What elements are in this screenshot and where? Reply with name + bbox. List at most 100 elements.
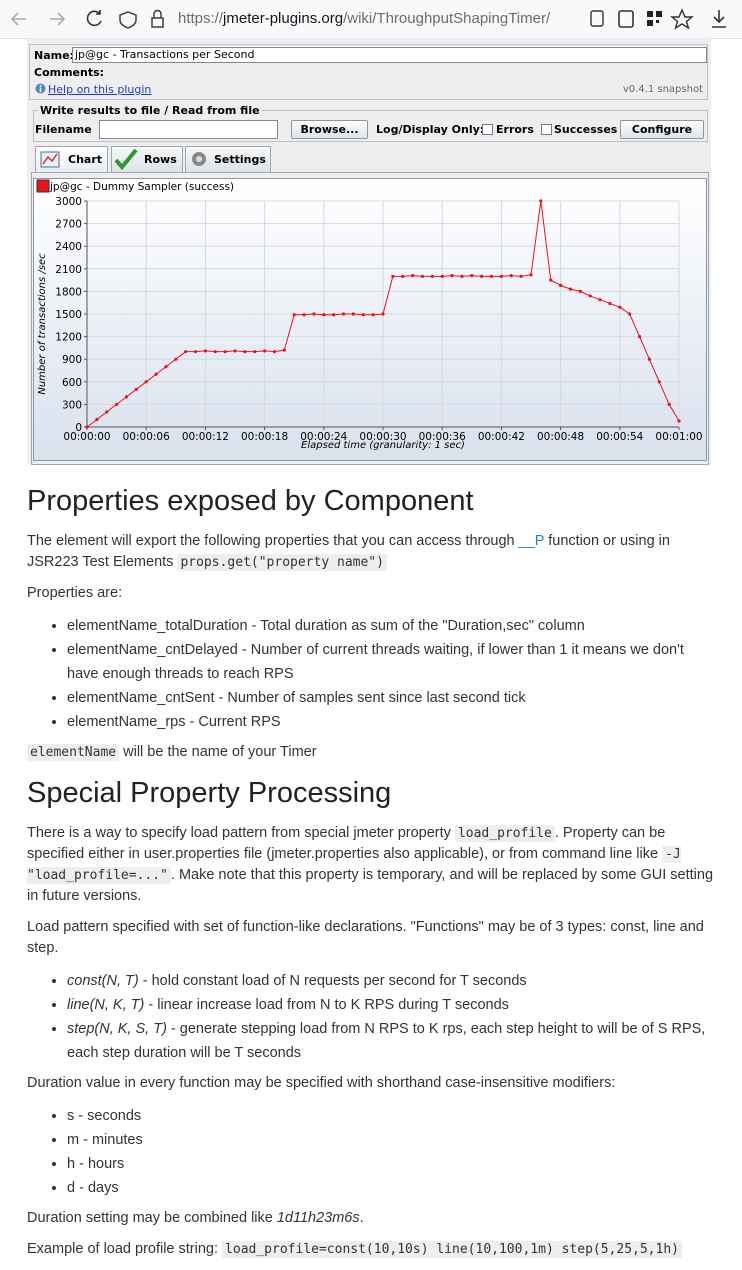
errors-checkbox[interactable] (482, 124, 493, 135)
point (144, 380, 148, 384)
filename-input[interactable] (99, 120, 278, 139)
point (193, 350, 198, 354)
list-item: m - minutes (67, 1128, 717, 1152)
section-heading: Special Property Processing (27, 777, 392, 809)
point (233, 349, 237, 353)
url-bar[interactable]: https://jmeter-plugins.org/wiki/Throughp… (178, 10, 550, 27)
text: . Property can be specified either in us… (27, 825, 666, 862)
bookmark-star[interactable] (670, 8, 694, 30)
errors-label: Errors (496, 123, 534, 136)
point (657, 380, 661, 384)
shield-icon[interactable] (119, 11, 137, 29)
text: . (359, 1210, 364, 1226)
text: s - seconds (67, 1108, 142, 1124)
name-input[interactable]: jp@gc - Transactions per Second (72, 47, 707, 63)
browse-button[interactable]: Browse... (291, 120, 368, 139)
point (134, 387, 138, 391)
toolbar-icons (10, 8, 726, 30)
point (282, 348, 286, 352)
qr-icon[interactable] (647, 11, 662, 26)
list-item: elementName_cntSent - Number of samples … (67, 686, 717, 710)
tab[interactable]: Rows (111, 146, 183, 172)
text: will be the name of your Timer (119, 744, 317, 760)
point (401, 274, 405, 278)
point (263, 349, 267, 353)
paragraph: Duration setting may be combined like 1d… (27, 1208, 717, 1229)
successes-checkbox[interactable] (541, 124, 552, 135)
paragraph: Example of load profile string: load_pro… (27, 1239, 717, 1260)
browser-toolbar: https://jmeter-plugins.org/wiki/Throughp… (0, 0, 742, 39)
lock-shackle (153, 9, 162, 18)
point (568, 287, 573, 291)
legend-label: jp@gc - Dummy Sampler (success) (49, 181, 234, 193)
bullet-list: s - seconds m - minutes h - hours d - days (27, 1104, 717, 1200)
y-tick-label: 1500 (55, 309, 82, 321)
article: Properties exposed by Component The eleme… (27, 481, 717, 1270)
chart-frame (33, 178, 707, 461)
filename-label: Filename (35, 123, 92, 136)
log-display-label: Log/Display Only: (376, 123, 485, 136)
point (529, 273, 533, 277)
tab[interactable]: Settings (185, 146, 271, 172)
file-group-title: Write results to file / Read from file (38, 104, 262, 117)
list-item: step(N, K, S, T) - generate stepping loa… (67, 1017, 717, 1065)
point (559, 283, 563, 287)
y-tick-label: 1800 (55, 286, 82, 298)
reload-button[interactable] (86, 10, 102, 27)
back-button[interactable] (10, 12, 26, 26)
forward-button[interactable] (50, 12, 66, 26)
link[interactable]: __P (518, 533, 545, 549)
point (115, 402, 119, 406)
point (430, 274, 434, 278)
text: - hold constant load of N requests per s… (138, 973, 527, 989)
point (480, 274, 484, 278)
point (450, 273, 454, 278)
configure-button[interactable]: Configure (620, 120, 704, 139)
point (332, 313, 336, 317)
tab-icons (40, 148, 206, 170)
point (499, 274, 503, 278)
reader-icon[interactable] (590, 10, 604, 27)
point (322, 313, 326, 317)
text: Example of load profile string: (27, 1241, 223, 1257)
legend-swatch (36, 179, 50, 193)
point (341, 312, 346, 316)
lock-icon[interactable] (151, 17, 164, 28)
x-tick-label: 00:00:42 (478, 431, 525, 443)
text: function or using in JSR223 Test Element… (27, 533, 670, 570)
info-icon (35, 83, 46, 94)
paragraph: Properties are: (27, 583, 717, 604)
paragraph: The element will export the following pr… (27, 531, 717, 573)
y-tick-label: 600 (62, 377, 82, 389)
comments-label: Comments: (34, 66, 105, 79)
text: elementName_rps - Current RPS (67, 714, 281, 730)
point (598, 298, 602, 302)
x-axis-title: Elapsed time (granularity: 1 sec) (301, 440, 465, 451)
downloads-button[interactable] (712, 10, 726, 28)
url-host: jmeter-plugins.org (223, 10, 344, 27)
y-tick-label: 1200 (55, 332, 82, 344)
point (578, 289, 582, 293)
text: Properties are: (27, 585, 123, 601)
point (272, 350, 277, 354)
y-tick-label: 300 (62, 399, 82, 411)
y-tick-label: 2700 (55, 219, 82, 231)
point (164, 365, 168, 369)
x-tick-label: 00:00:36 (419, 431, 466, 443)
text: d - days (67, 1180, 119, 1196)
point (440, 274, 444, 278)
list-item: elementName_cntDelayed - Number of curre… (67, 638, 717, 686)
x-tick-label: 00:00:18 (241, 431, 288, 443)
x-tick-label: 00:00:48 (537, 431, 584, 443)
point (391, 274, 395, 278)
point (105, 410, 109, 414)
point (312, 312, 316, 316)
point (85, 425, 89, 429)
code: props.get("property name") (177, 554, 387, 571)
help-link[interactable]: Help on this plugin (48, 83, 152, 96)
text: Load pattern specified with set of funct… (27, 919, 704, 956)
extension-icon[interactable] (618, 10, 634, 28)
x-tick-label: 00:00:06 (123, 431, 170, 443)
text: elementName_cntSent - Number of samples … (67, 690, 526, 706)
